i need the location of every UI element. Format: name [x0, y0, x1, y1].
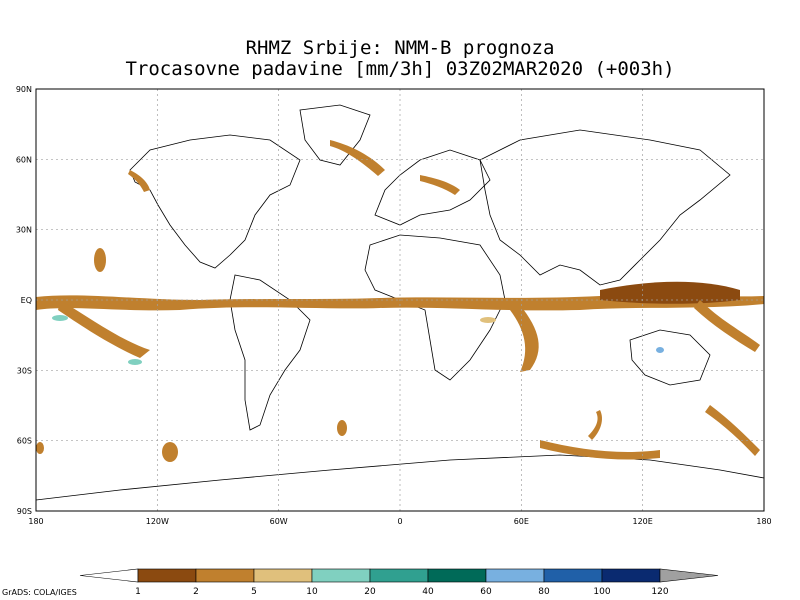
- lat-label: 30N: [16, 226, 32, 235]
- colorbar-label: 5: [251, 587, 257, 597]
- colorbar-swatch: [369, 568, 429, 583]
- lat-label: 60N: [16, 155, 32, 164]
- colorbar-label: 120: [651, 587, 668, 597]
- lat-label: 30S: [17, 366, 32, 375]
- colorbar-label: 80: [538, 587, 550, 597]
- map-frame: [35, 88, 765, 512]
- colorbar-label: 20: [364, 587, 376, 597]
- colorbar-over-triangle: [659, 568, 719, 583]
- map-title-line1: RHMZ Srbije: NMM-B prognoza: [245, 37, 555, 59]
- colorbar-swatch: [427, 568, 487, 583]
- colorbar-under-triangle: [79, 568, 139, 583]
- colorbar-label: 2: [193, 587, 199, 597]
- colorbar-label: 100: [593, 587, 610, 597]
- colorbar-swatch: [543, 568, 603, 583]
- lon-label: 0: [397, 517, 402, 526]
- lon-label: 120E: [633, 517, 653, 526]
- colorbar-label: 1: [135, 587, 141, 597]
- lon-label: 180: [756, 517, 771, 526]
- colorbar-swatch: [311, 568, 371, 583]
- lon-label: 180: [28, 517, 43, 526]
- lat-label: 90N: [16, 85, 32, 94]
- colorbar-swatch: [137, 568, 197, 583]
- lat-lon-grid: [36, 89, 764, 511]
- lat-label: EQ: [21, 296, 32, 305]
- lon-label: 60E: [514, 517, 529, 526]
- map-title-line2: Trocasovne padavine [mm/3h] 03Z02MAR2020…: [125, 58, 675, 80]
- latitude-labels: 90N 60N 30N EQ 30S 60S 90S: [16, 85, 32, 516]
- colorbar-label: 60: [480, 587, 492, 597]
- lat-label: 60S: [17, 437, 32, 446]
- colorbar-swatch: [601, 568, 661, 583]
- precipitation-fill: [36, 140, 764, 462]
- colorbar-swatch: [485, 568, 545, 583]
- lon-label: 60W: [270, 517, 288, 526]
- longitude-labels: 180 120W 60W 0 60E 120E 180: [28, 517, 771, 526]
- colorbar-swatch: [253, 568, 313, 583]
- colorbar-label: 40: [422, 587, 434, 597]
- colorbar: 1 2 5 10 20 40 60 80 100 120: [79, 568, 719, 597]
- lon-label: 120W: [146, 517, 169, 526]
- colorbar-swatch: [195, 568, 255, 583]
- colorbar-label: 10: [306, 587, 318, 597]
- footer-credit: GrADS: COLA/IGES: [2, 588, 77, 597]
- lat-label: 90S: [17, 507, 32, 516]
